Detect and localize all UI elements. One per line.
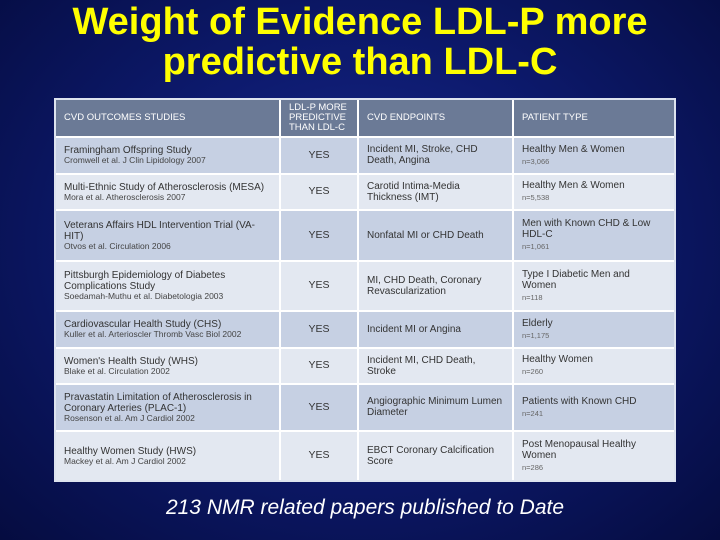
table-row: Pravastatin Limitation of Atherosclerosi… <box>56 383 674 431</box>
endpoint-cell: Incident MI, CHD Death, Stroke <box>358 346 514 385</box>
patient-cell: Men with Known CHD & Low HDL-C n=1,061 <box>513 209 674 261</box>
table-row: Framingham Offspring Study Cromwell et al… <box>56 136 674 174</box>
result-cell: YES <box>280 259 359 311</box>
study-name: Women's Health Study (WHS) <box>64 355 198 367</box>
study-name: Healthy Women Study (HWS) <box>64 445 197 457</box>
sample-size: n=1,061 <box>522 242 550 252</box>
study-citation: Soedamah-Muthu et al. Diabetologia 2003 <box>64 291 224 302</box>
result-cell: YES <box>280 209 359 261</box>
table-header-row: CVD OUTCOMES STUDIES LDL-P MORE PREDICTI… <box>56 100 674 137</box>
table-row: Cardiovascular Health Study (CHS) Kuller … <box>56 310 674 348</box>
result-cell: YES <box>280 310 359 348</box>
study-cell: Healthy Women Study (HWS) Mackey et al. A… <box>56 429 281 480</box>
patient-type: Post Menopausal Healthy Women <box>522 438 636 461</box>
endpoint-cell: Incident MI, Stroke, CHD Death, Angina <box>358 136 514 174</box>
study-citation: Mora et al. Atherosclerosis 2007 <box>64 191 186 202</box>
result-cell: YES <box>280 136 359 174</box>
patient-type: Patients with Known CHD <box>522 395 637 407</box>
header-patient-type: PATIENT TYPE <box>513 100 674 137</box>
patient-cell: Elderly n=1,175 <box>513 310 674 348</box>
study-name: Framingham Offspring Study <box>64 145 192 157</box>
table-row: Multi-Ethnic Study of Atherosclerosis (M… <box>56 172 674 211</box>
patient-type: Healthy Women <box>522 354 593 366</box>
study-cell: Framingham Offspring Study Cromwell et al… <box>56 136 281 174</box>
result-cell: YES <box>280 346 359 385</box>
endpoint-cell: EBCT Coronary Calcification Score <box>358 429 514 480</box>
study-cell: Cardiovascular Health Study (CHS) Kuller … <box>56 310 281 348</box>
result-cell: YES <box>280 383 359 431</box>
endpoint-cell: Incident MI or Angina <box>358 310 514 348</box>
patient-cell: Patients with Known CHD n=241 <box>513 383 674 431</box>
sample-size: n=3,066 <box>522 156 550 166</box>
study-name: Pittsburgh Epidemiology of Diabetes Comp… <box>64 270 226 293</box>
patient-type: Healthy Men & Women <box>522 143 625 155</box>
endpoint-cell: Carotid Intima-Media Thickness (IMT) <box>358 172 514 211</box>
table-row: Healthy Women Study (HWS) Mackey et al. A… <box>56 429 674 480</box>
patient-cell: Healthy Men & Women n=5,538 <box>513 172 674 211</box>
result-cell: YES <box>280 172 359 211</box>
sample-size: n=241 <box>522 408 544 418</box>
table-row: Pittsburgh Epidemiology of Diabetes Comp… <box>56 259 674 311</box>
result-cell: YES <box>280 429 359 480</box>
study-cell: Pittsburgh Epidemiology of Diabetes Comp… <box>56 259 281 311</box>
study-name: Cardiovascular Health Study (CHS) <box>64 319 222 331</box>
study-citation: Kuller et al. Arterioscler Thromb Vasc B… <box>64 329 242 340</box>
study-cell: Multi-Ethnic Study of Atherosclerosis (M… <box>56 172 281 211</box>
study-name: Veterans Affairs HDL Intervention Trial … <box>64 219 256 242</box>
sample-size: n=260 <box>522 367 544 377</box>
sample-size: n=118 <box>522 292 543 302</box>
header-endpoints: CVD ENDPOINTS <box>358 100 514 137</box>
study-name: Pravastatin Limitation of Atherosclerosi… <box>64 391 252 414</box>
study-citation: Mackey et al. Am J Cardiol 2002 <box>64 455 186 466</box>
endpoint-cell: Angiographic Minimum Lumen Diameter <box>358 383 514 431</box>
study-name: Multi-Ethnic Study of Atherosclerosis (M… <box>64 181 265 193</box>
slide-title: Weight of Evidence LDL-P more predictive… <box>0 2 720 82</box>
study-citation: Otvos et al. Circulation 2006 <box>64 240 171 251</box>
study-cell: Women's Health Study (WHS) Blake et al. C… <box>56 346 281 385</box>
table-row: Veterans Affairs HDL Intervention Trial … <box>56 209 674 261</box>
sample-size: n=1,175 <box>522 330 550 340</box>
papers-caption: 213 NMR related papers published to Date <box>165 496 565 519</box>
patient-type: Men with Known CHD & Low HDL-C <box>522 218 651 241</box>
endpoint-cell: MI, CHD Death, Coronary Revascularizatio… <box>358 259 514 311</box>
patient-type: Elderly <box>522 317 553 329</box>
patient-type: Type I Diabetic Men and Women <box>522 268 630 291</box>
header-studies: CVD OUTCOMES STUDIES <box>56 100 281 137</box>
study-cell: Veterans Affairs HDL Intervention Trial … <box>56 209 281 261</box>
patient-cell: Type I Diabetic Men and Women n=118 <box>513 259 674 311</box>
study-cell: Pravastatin Limitation of Atherosclerosi… <box>56 383 281 431</box>
patient-cell: Healthy Men & Women n=3,066 <box>513 136 674 174</box>
study-citation: Rosenson et al. Am J Cardiol 2002 <box>64 412 195 423</box>
sample-size: n=286 <box>522 462 544 472</box>
patient-cell: Healthy Women n=260 <box>513 346 674 385</box>
study-citation: Blake et al. Circulation 2002 <box>64 365 170 376</box>
slide-title-line2: predictive than LDL-C <box>162 41 558 83</box>
header-predictive: LDL-P MORE PREDICTIVE THAN LDL-C <box>280 100 359 137</box>
endpoint-cell: Nonfatal MI or CHD Death <box>358 209 514 261</box>
sample-size: n=5,538 <box>522 193 550 203</box>
studies-table: CVD OUTCOMES STUDIES LDL-P MORE PREDICTI… <box>54 98 676 482</box>
study-citation: Cromwell et al. J Clin Lipidology 2007 <box>64 155 206 166</box>
slide-title-line1: Weight of Evidence LDL-P more <box>72 1 648 43</box>
table-row: Women's Health Study (WHS) Blake et al. C… <box>56 346 674 385</box>
patient-type: Healthy Men & Women <box>522 180 625 192</box>
patient-cell: Post Menopausal Healthy Women n=286 <box>513 429 674 480</box>
